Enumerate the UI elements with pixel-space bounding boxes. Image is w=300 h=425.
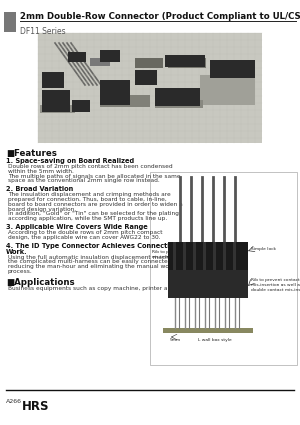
Text: ■Applications: ■Applications	[6, 278, 75, 287]
Text: A266: A266	[6, 399, 22, 404]
Text: process.: process.	[8, 269, 33, 274]
Bar	[38, 33, 262, 143]
Bar	[150, 172, 297, 365]
Bar	[135, 58, 163, 68]
Bar	[155, 88, 200, 106]
Bar	[90, 58, 110, 66]
Text: The insulation displacement and crimping methods are: The insulation displacement and crimping…	[8, 192, 171, 197]
Text: L wall box style: L wall box style	[198, 338, 232, 342]
Text: 3. Applicable Wire Covers Wide Range: 3. Applicable Wire Covers Wide Range	[6, 224, 148, 230]
Bar	[168, 270, 248, 298]
Text: ■Features: ■Features	[6, 149, 57, 158]
Bar	[42, 90, 70, 112]
Text: according application, while the SMT products line up.: according application, while the SMT pro…	[8, 216, 167, 221]
Text: the complicated multi-harness can be easily connected,: the complicated multi-harness can be eas…	[8, 259, 173, 264]
Bar	[135, 70, 157, 85]
Text: 2mm Double-Row Connector (Product Compliant to UL/CSA Standard): 2mm Double-Row Connector (Product Compli…	[20, 12, 300, 21]
Text: prepared for connection. Thus, board to cable, in-line,: prepared for connection. Thus, board to …	[8, 197, 167, 202]
Bar	[68, 52, 86, 62]
Bar	[223, 242, 226, 270]
Bar	[210, 60, 255, 78]
Bar	[40, 105, 75, 113]
Bar	[163, 328, 253, 333]
Text: Using the full automatic insulation displacement machine,: Using the full automatic insulation disp…	[8, 255, 180, 260]
Text: In addition, "Gold" or "Tin" can be selected for the plating: In addition, "Gold" or "Tin" can be sele…	[8, 211, 179, 216]
Text: According to the double rows of 2mm pitch compact: According to the double rows of 2mm pitc…	[8, 230, 163, 235]
Text: 1. Space-saving on Board Realized: 1. Space-saving on Board Realized	[6, 158, 134, 164]
Bar	[200, 75, 255, 105]
Text: Rib to prevent contact
mis-insertion as well as
double contact mis-insertion: Rib to prevent contact mis-insertion as …	[251, 278, 300, 292]
Bar	[168, 242, 248, 270]
Bar	[168, 58, 206, 68]
Bar	[183, 242, 186, 270]
Text: The multiple paths of signals can be allocated in the same: The multiple paths of signals can be all…	[8, 173, 181, 178]
Text: 5mm: 5mm	[170, 338, 181, 342]
Bar	[193, 242, 196, 270]
Text: space as the conventional 2mm single row instead.: space as the conventional 2mm single row…	[8, 178, 160, 184]
Bar	[100, 80, 130, 105]
Bar	[173, 242, 176, 270]
Text: design, the applicable wire can cover AWG22 to 30.: design, the applicable wire can cover AW…	[8, 235, 160, 240]
Text: board to board connectors are provided in order to widen a: board to board connectors are provided i…	[8, 202, 183, 207]
Text: HRS: HRS	[22, 400, 50, 413]
Bar	[4, 12, 16, 32]
Text: Business equipments such as copy machine, printer and so on.: Business equipments such as copy machine…	[8, 286, 194, 291]
Bar	[100, 95, 150, 107]
Text: DF11 Series: DF11 Series	[20, 27, 66, 36]
Text: 2. Broad Variation: 2. Broad Variation	[6, 186, 73, 192]
Bar	[100, 50, 120, 62]
Text: 4. The ID Type Connector Achieves Connection: 4. The ID Type Connector Achieves Connec…	[6, 243, 178, 249]
Text: Double rows of 2mm pitch contact has been condensed: Double rows of 2mm pitch contact has bee…	[8, 164, 172, 169]
Text: reducing the man-hour and eliminating the manual work: reducing the man-hour and eliminating th…	[8, 264, 175, 269]
Text: Work.: Work.	[6, 249, 28, 255]
Bar	[213, 242, 216, 270]
Text: Simple lock: Simple lock	[251, 247, 276, 251]
Text: within the 5mm width.: within the 5mm width.	[8, 169, 74, 174]
Bar	[233, 242, 236, 270]
Bar	[72, 100, 90, 112]
Text: Rib to prevent
mis-insertion: Rib to prevent mis-insertion	[152, 250, 183, 259]
Bar	[155, 100, 203, 108]
Bar	[42, 72, 64, 88]
Bar	[203, 242, 206, 270]
Text: board design variation.: board design variation.	[8, 207, 76, 212]
Bar	[165, 55, 205, 67]
